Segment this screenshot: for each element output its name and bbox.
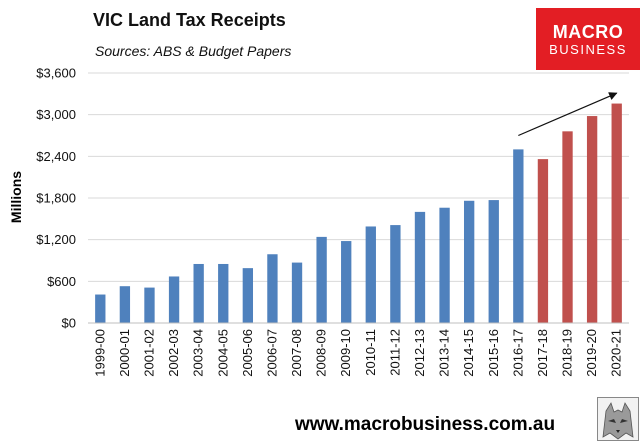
y-axis-label: Millions — [8, 171, 24, 223]
macrobusiness-logo: MACRO BUSINESS — [536, 8, 640, 70]
x-tick-label: 2008-09 — [314, 329, 329, 377]
bar — [390, 225, 401, 323]
x-tick-label: 2009-10 — [338, 329, 353, 377]
x-tick-label: 2001-02 — [141, 329, 156, 377]
logo-line-1: MACRO — [552, 22, 624, 42]
bar — [365, 226, 376, 323]
y-tick-label: $3,000 — [36, 107, 76, 122]
bar — [537, 159, 549, 323]
bar — [341, 241, 352, 323]
bar — [168, 276, 180, 323]
x-tick-label: 2007-08 — [289, 329, 304, 377]
x-tick-label: 2015-16 — [486, 329, 501, 377]
trend-arrow — [518, 92, 618, 137]
x-axis: 1999-00 2000-01 2001-02 2002-03 2003-04 2004-… — [88, 322, 629, 377]
bar — [95, 294, 106, 323]
y-tick-label: $3,600 — [36, 66, 76, 81]
x-tick-label: 2005-06 — [240, 329, 255, 377]
x-tick-label: 2013-14 — [437, 329, 452, 377]
bar — [488, 200, 499, 323]
bar — [267, 254, 278, 323]
x-tick-label: 2010-11 — [363, 329, 378, 376]
bar — [611, 103, 622, 323]
x-tick-label: 2011-12 — [387, 329, 402, 376]
bar — [586, 116, 598, 323]
annotations — [518, 92, 618, 137]
bar — [414, 211, 426, 323]
chart-subtitle: Sources: ABS & Budget Papers — [95, 43, 292, 59]
bar — [513, 149, 524, 323]
x-tick-label: 2019-20 — [584, 329, 599, 377]
x-tick-label: 1999-00 — [92, 329, 107, 377]
x-tick-label: 2000-01 — [117, 329, 132, 377]
bars — [95, 103, 622, 323]
x-tick-label: 2014-15 — [461, 329, 476, 377]
x-tick-label: 2018-19 — [560, 329, 575, 377]
x-tick-label: 2006-07 — [264, 329, 279, 377]
x-tick-label: 2017-18 — [535, 329, 550, 377]
y-tick-label: $0 — [62, 316, 76, 331]
x-tick-label: 2004-05 — [215, 329, 230, 377]
y-tick-label: $1,800 — [36, 191, 76, 206]
chart-title: VIC Land Tax Receipts — [93, 10, 286, 30]
bar — [316, 236, 327, 323]
x-tick-label: 2016-17 — [510, 329, 525, 377]
y-tick-label: $600 — [47, 274, 76, 289]
y-axis: $0 $600 $1,200 $1,800 $2,400 $3,000 $3,600 — [36, 66, 76, 331]
bar — [144, 287, 155, 323]
wolf-icon — [597, 397, 639, 441]
bar — [463, 200, 475, 323]
bar — [218, 263, 229, 323]
bar — [242, 268, 254, 323]
bar — [291, 262, 303, 323]
y-tick-label: $2,400 — [36, 149, 76, 164]
x-tick-label: 2020-21 — [609, 329, 624, 377]
bar — [562, 131, 573, 323]
bar — [119, 286, 131, 323]
y-tick-label: $1,200 — [36, 232, 76, 247]
bar — [439, 207, 450, 323]
bar — [193, 263, 204, 323]
logo-line-2: BUSINESS — [549, 42, 627, 57]
x-tick-label: 2012-13 — [412, 329, 427, 377]
x-tick-label: 2003-04 — [191, 329, 206, 377]
footer-url: www.macrobusiness.com.au — [295, 414, 556, 435]
x-tick-label: 2002-03 — [166, 329, 181, 377]
